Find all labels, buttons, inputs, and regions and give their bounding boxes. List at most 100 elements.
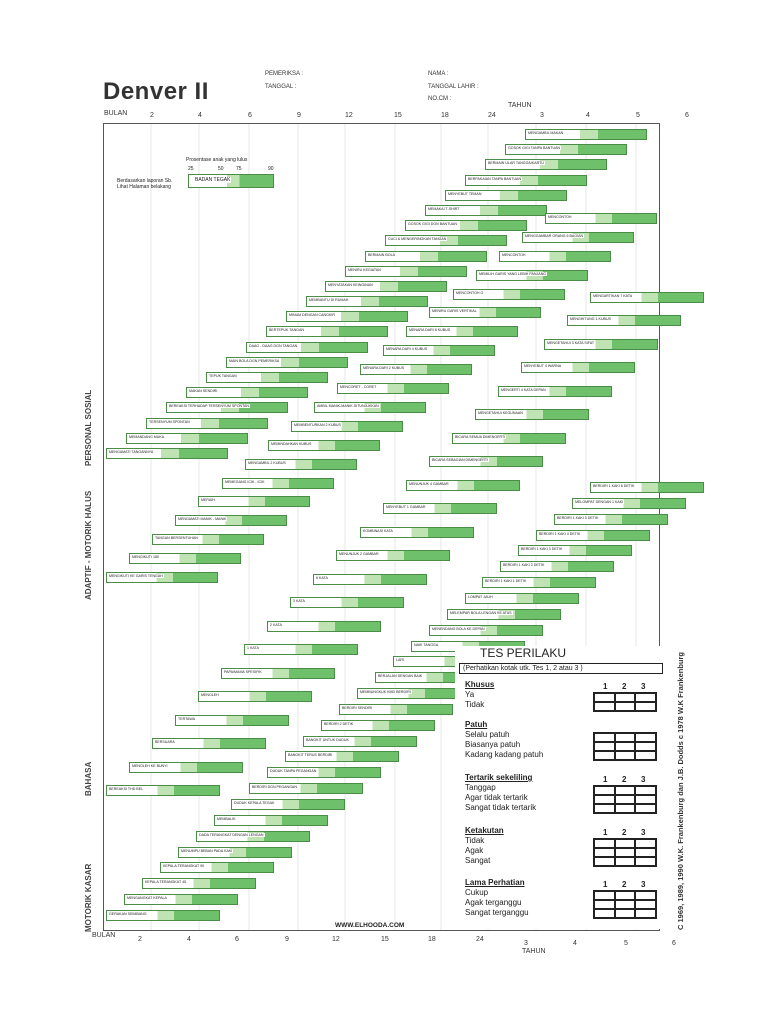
tes-checkbox[interactable]	[635, 900, 656, 909]
motorik-kasar-task-bar	[590, 482, 704, 493]
tes-checkbox[interactable]	[614, 848, 636, 857]
bahasa-task-bar	[567, 315, 681, 326]
bahasa-task-label: TERTAWA	[177, 717, 196, 721]
tes-checkbox[interactable]	[614, 751, 636, 760]
bahasa-task-bar	[221, 668, 335, 679]
motorik-halus-task-bar	[198, 496, 310, 507]
motorik-kasar-task-label: BERDIRI 1 KAKI 2 DETIK	[502, 563, 546, 567]
bottom-tahun-label: TAHUN	[522, 948, 546, 955]
tes-checkbox[interactable]	[635, 702, 656, 711]
tes-option-label: Agak	[465, 846, 484, 855]
personal-sosial-task-bar	[146, 418, 268, 429]
motorik-halus-task-label: MENCONTOH	[547, 215, 573, 219]
tes-checkbox[interactable]	[594, 693, 615, 702]
tes-checkbox[interactable]	[594, 786, 615, 795]
tes-checkbox[interactable]	[594, 909, 615, 918]
bahasa-task-bar	[544, 339, 658, 350]
tes-checkbox[interactable]	[594, 742, 615, 751]
tes-checkbox[interactable]	[594, 804, 615, 813]
tes-checkbox[interactable]	[635, 693, 656, 702]
tes-option-label: Cukup	[465, 888, 489, 897]
tes-checkbox[interactable]	[635, 891, 656, 900]
tes-checkbox[interactable]	[614, 702, 636, 711]
personal-sosial-task-bar	[246, 342, 368, 353]
tes-checkbox[interactable]	[594, 900, 615, 909]
tes-checkbox[interactable]	[635, 742, 656, 751]
personal-sosial-task-bar	[365, 251, 487, 262]
tes-checkbox[interactable]	[594, 857, 615, 866]
tes-checkbox[interactable]	[614, 733, 636, 742]
bahasa-task-bar	[336, 550, 450, 561]
tes-checkbox[interactable]	[635, 804, 656, 813]
motorik-kasar-task-bar	[429, 625, 543, 636]
tes-checkbox[interactable]	[594, 733, 615, 742]
tes-checkbox[interactable]	[614, 693, 636, 702]
personal-sosial-task-bar	[325, 281, 447, 292]
top-month-tick: 9	[297, 112, 301, 119]
motorik-halus-task-bar	[175, 515, 287, 526]
motorik-halus-task-bar	[268, 440, 380, 451]
tes-checkbox[interactable]	[635, 857, 656, 866]
tes-checkbox[interactable]	[594, 795, 615, 804]
tes-checkbox[interactable]	[594, 751, 615, 760]
motorik-halus-task-bar	[337, 383, 449, 394]
motorik-halus-task-label: MENGIKUTI KE GARIS TENGAH	[108, 574, 164, 578]
tes-checkbox[interactable]	[614, 742, 636, 751]
tes-checkbox-grid	[593, 890, 657, 919]
header-tanggal: TANGGAL :	[265, 84, 297, 90]
personal-sosial-task-bar	[425, 205, 547, 216]
tes-checkbox[interactable]	[594, 702, 615, 711]
motorik-halus-task-label: AMBIL MANIK-MANIK DITUNJUKKAN	[316, 404, 380, 408]
personal-sosial-task-bar	[266, 326, 388, 337]
motorik-kasar-task-label: BERDIRI SENDIRI	[341, 706, 374, 710]
tes-checkbox[interactable]	[635, 909, 656, 918]
tes-section: Khusus Ya Tidak	[465, 680, 494, 710]
tes-checkbox[interactable]	[614, 900, 636, 909]
tes-checkbox[interactable]	[594, 891, 615, 900]
personal-sosial-task-label: MEMANDANG MUKA	[128, 435, 166, 439]
personal-sosial-task-bar	[465, 175, 587, 186]
motorik-kasar-task-bar	[482, 577, 596, 588]
motorik-kasar-task-label: DADA TERANGKAT DENGAN LENGAN	[198, 833, 265, 837]
bahasa-task-bar	[244, 644, 358, 655]
tes-checkbox[interactable]	[635, 848, 656, 857]
motorik-halus-task-bar	[429, 307, 541, 318]
motorik-halus-task-label: MENARA DARI 8 KUBUS	[408, 328, 452, 332]
tes-checkbox[interactable]	[635, 786, 656, 795]
motorik-kasar-task-label: MELEMPAR BOLA LENGAN KE ATAS	[449, 611, 513, 615]
tes-checkbox[interactable]	[614, 804, 636, 813]
tes-checkbox[interactable]	[594, 839, 615, 848]
tes-checkbox[interactable]	[635, 733, 656, 742]
tes-checkbox[interactable]	[614, 891, 636, 900]
motorik-kasar-task-label: MEMBALIK	[216, 817, 237, 821]
tes-checkbox[interactable]	[635, 751, 656, 760]
bahasa-task-label: 2 KATA	[269, 623, 283, 627]
tes-checkbox[interactable]	[614, 839, 636, 848]
tes-checkbox[interactable]	[614, 909, 636, 918]
legend-percent-title: Prosentase anak yang lulus	[186, 157, 248, 163]
tes-option-label: Agak terganggu	[465, 898, 522, 907]
motorik-halus-task-label: MENGAMATI MANIK - MANIK	[177, 517, 228, 521]
tes-checkbox[interactable]	[614, 786, 636, 795]
tes-checkbox[interactable]	[614, 857, 636, 866]
tes-checkbox[interactable]	[594, 848, 615, 857]
motorik-kasar-task-bar	[285, 751, 399, 762]
tes-option-label: Selalu patuh	[465, 730, 510, 739]
personal-sosial-task-label: MEMAKAI T-SHIRT	[427, 207, 461, 211]
motorik-kasar-task-label: KEPALA TERANGKAT 45	[144, 880, 188, 884]
personal-sosial-task-label: TEPUK TANGAN	[208, 374, 238, 378]
motorik-kasar-task-label: BERDIRI 1 KAKI 5 DETIK	[556, 516, 600, 520]
motorik-halus-task-bar	[453, 289, 565, 300]
bahasa-task-bar	[106, 785, 220, 796]
bahasa-task-label: MENUNJUK 2 GAMBAR	[338, 552, 380, 556]
personal-sosial-task-bar	[186, 387, 308, 398]
bottom-month-tick: 24	[476, 936, 484, 943]
bahasa-task-bar	[313, 574, 427, 585]
tes-checkbox[interactable]	[635, 839, 656, 848]
motorik-halus-task-label: MENARA DARI 4 KUBUS	[385, 347, 429, 351]
motorik-halus-task-bar	[152, 534, 264, 545]
tes-checkbox[interactable]	[614, 795, 636, 804]
page-title: Denver II	[103, 78, 209, 105]
tes-checkbox[interactable]	[635, 795, 656, 804]
legend-p75: 75	[236, 166, 242, 172]
